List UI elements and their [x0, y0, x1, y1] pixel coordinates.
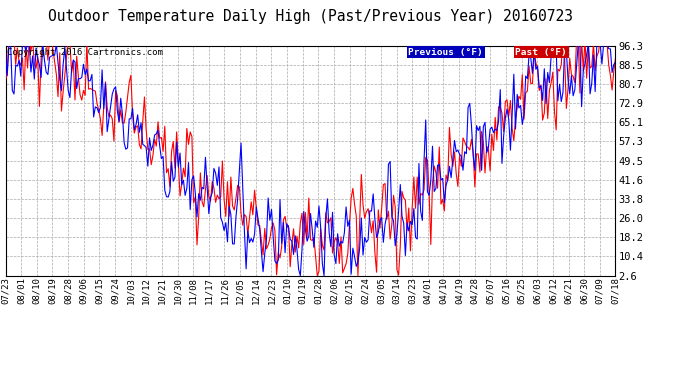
Text: Outdoor Temperature Daily High (Past/Previous Year) 20160723: Outdoor Temperature Daily High (Past/Pre… [48, 9, 573, 24]
Text: Past (°F): Past (°F) [515, 48, 567, 57]
Text: Copyright 2016 Cartronics.com: Copyright 2016 Cartronics.com [7, 48, 163, 57]
Text: Previous (°F): Previous (°F) [408, 48, 483, 57]
